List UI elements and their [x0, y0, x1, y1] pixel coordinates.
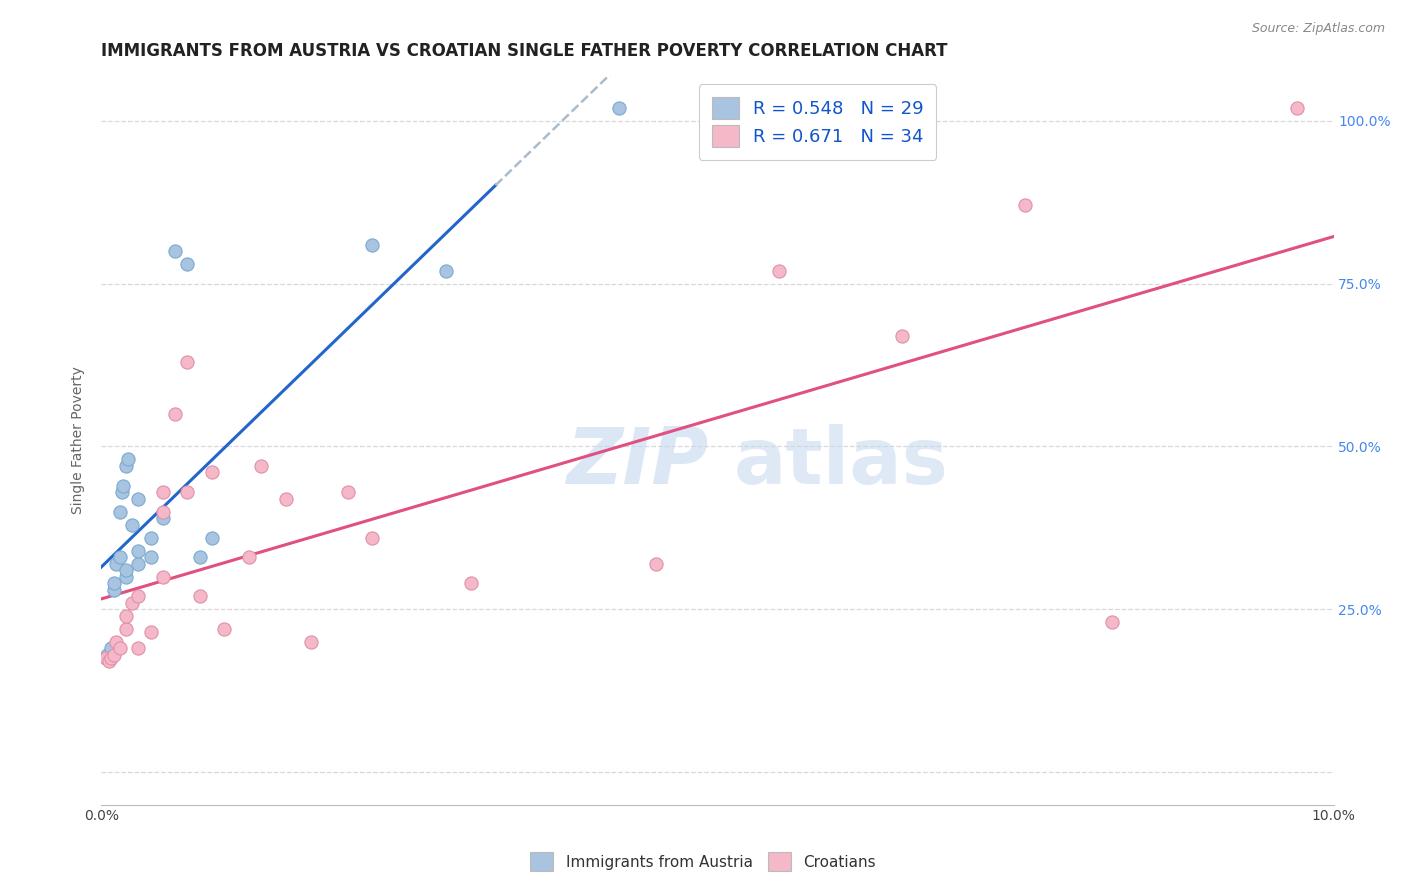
Point: [336, 485, 359, 500]
Point: [176, 355, 198, 369]
Point: [176, 485, 198, 500]
Text: Source: ZipAtlas.com: Source: ZipAtlas.com: [1251, 22, 1385, 36]
Point: [152, 504, 174, 518]
Point: [105, 635, 128, 649]
Point: [1285, 101, 1308, 115]
Point: [100, 641, 122, 656]
Point: [201, 531, 224, 545]
Point: [152, 511, 174, 525]
Point: [112, 478, 135, 492]
Point: [361, 237, 384, 252]
Text: atlas: atlas: [733, 424, 948, 500]
Point: [460, 576, 482, 591]
Text: ZIP: ZIP: [567, 424, 709, 500]
Point: [188, 550, 211, 565]
Point: [127, 589, 149, 603]
Point: [111, 485, 134, 500]
Point: [1014, 198, 1036, 212]
Point: [103, 582, 125, 597]
Point: [117, 452, 139, 467]
Point: [607, 101, 630, 115]
Point: [201, 466, 224, 480]
Point: [214, 622, 236, 636]
Point: [768, 263, 790, 277]
Point: [115, 563, 138, 577]
Point: [115, 569, 138, 583]
Point: [188, 589, 211, 603]
Point: [108, 504, 131, 518]
Point: [105, 557, 128, 571]
Point: [115, 622, 138, 636]
Point: [139, 531, 162, 545]
Point: [97, 651, 120, 665]
Point: [299, 635, 322, 649]
Legend: R = 0.548   N = 29, R = 0.671   N = 34: R = 0.548 N = 29, R = 0.671 N = 34: [699, 84, 936, 160]
Point: [103, 648, 125, 662]
Point: [139, 550, 162, 565]
Point: [250, 458, 273, 473]
Point: [891, 328, 914, 343]
Point: [152, 569, 174, 583]
Point: [644, 557, 666, 571]
Point: [139, 625, 162, 640]
Legend: Immigrants from Austria, Croatians: Immigrants from Austria, Croatians: [524, 847, 882, 877]
Point: [103, 576, 125, 591]
Point: [238, 550, 260, 565]
Point: [274, 491, 297, 506]
Point: [115, 608, 138, 623]
Point: [115, 458, 138, 473]
Point: [127, 491, 149, 506]
Point: [152, 485, 174, 500]
Point: [361, 531, 384, 545]
Text: IMMIGRANTS FROM AUSTRIA VS CROATIAN SINGLE FATHER POVERTY CORRELATION CHART: IMMIGRANTS FROM AUSTRIA VS CROATIAN SING…: [101, 42, 948, 60]
Point: [94, 651, 117, 665]
Point: [1101, 615, 1123, 630]
Point: [94, 651, 117, 665]
Point: [127, 557, 149, 571]
Point: [96, 648, 118, 662]
Point: [100, 651, 122, 665]
Point: [121, 517, 143, 532]
Point: [176, 257, 198, 271]
Point: [121, 596, 143, 610]
Point: [127, 641, 149, 656]
Point: [108, 550, 131, 565]
Point: [97, 654, 120, 668]
Point: [108, 641, 131, 656]
Point: [165, 244, 187, 258]
Point: [165, 407, 187, 421]
Point: [434, 263, 457, 277]
Point: [127, 543, 149, 558]
Y-axis label: Single Father Poverty: Single Father Poverty: [72, 366, 86, 514]
